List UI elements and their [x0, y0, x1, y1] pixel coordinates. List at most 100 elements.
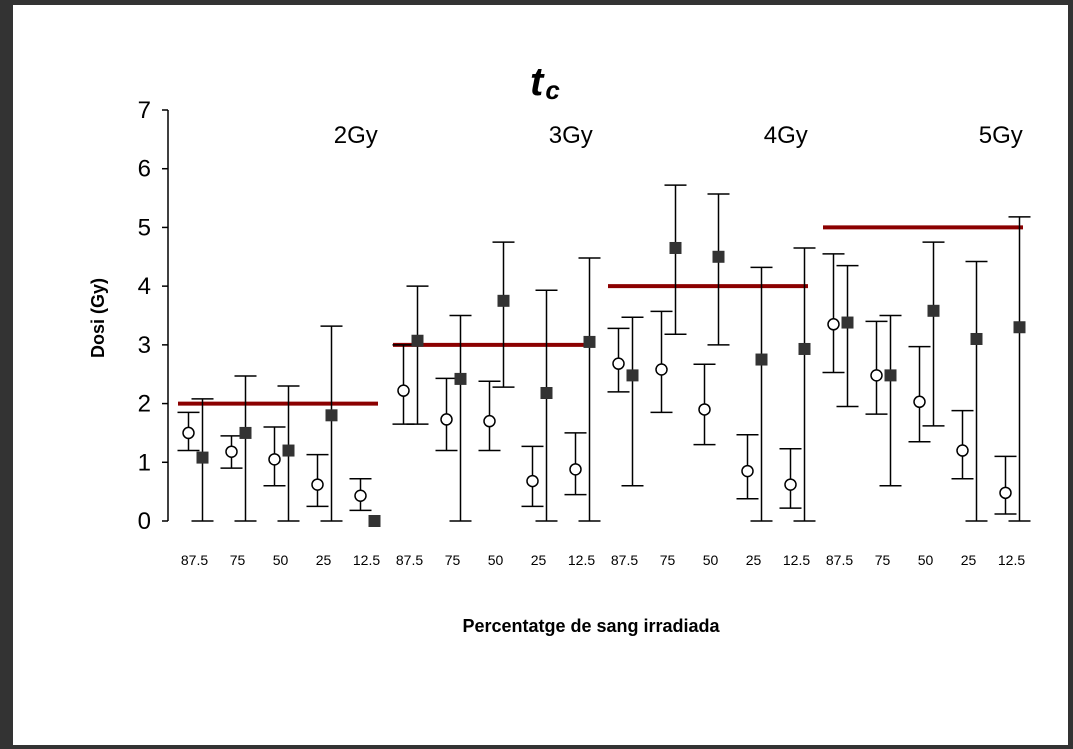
square-error-bar: [449, 314, 472, 522]
filled-square-point: [540, 387, 553, 400]
x-category-label: 87.5: [611, 552, 638, 568]
open-circle-point: [913, 395, 926, 409]
y-tick-label: 4: [138, 273, 151, 300]
group-label: 2Gy: [334, 122, 378, 149]
chart-title: tc: [530, 60, 560, 105]
x-category-label: 75: [875, 552, 891, 568]
open-circle-point: [655, 363, 668, 376]
square-error-bar: [879, 314, 902, 487]
circle-error-bar: [822, 253, 845, 374]
square-error-bar: [1008, 216, 1031, 522]
square-error-bar: [707, 193, 730, 346]
filled-square-point: [282, 444, 295, 457]
square-error-bar: [750, 266, 773, 522]
markers-layer: [182, 241, 1026, 527]
open-circle-point: [225, 445, 238, 458]
x-category-label: 12.5: [783, 552, 810, 568]
filled-square-point: [239, 426, 252, 439]
group-label: 3Gy: [549, 122, 593, 149]
y-tick-label: 2: [138, 391, 151, 418]
x-category-label: 50: [488, 552, 504, 568]
x-category-label: 12.5: [998, 552, 1025, 568]
open-circle-point: [698, 403, 711, 416]
x-axis-title: Percentatge de sang irradiada: [462, 616, 720, 636]
square-error-bar: [965, 260, 988, 522]
square-error-bar: [578, 257, 601, 522]
filled-square-point: [1013, 321, 1026, 334]
square-error-bar: [922, 241, 945, 427]
x-category-label: 25: [746, 552, 762, 568]
filled-square-point: [712, 250, 725, 263]
square-error-bar: [535, 289, 558, 522]
circle-error-bar: [865, 320, 888, 415]
x-category-label: 12.5: [568, 552, 595, 568]
group-label: 5Gy: [979, 122, 1023, 149]
open-circle-point: [741, 464, 754, 478]
square-error-bar: [621, 316, 644, 487]
filled-square-point: [970, 332, 983, 345]
x-category-label: 87.5: [181, 552, 208, 568]
x-category-label: 50: [703, 552, 719, 568]
filled-square-point: [669, 241, 682, 254]
filled-square-point: [626, 369, 639, 382]
filled-square-point: [841, 316, 854, 329]
square-error-bar: [793, 247, 816, 522]
open-circle-point: [612, 357, 625, 370]
square-error-bar: [320, 325, 343, 522]
x-category-label: 25: [961, 552, 977, 568]
open-circle-point: [526, 474, 539, 488]
reference-lines-layer: [178, 225, 1023, 406]
filled-square-point: [454, 372, 467, 385]
open-circle-point: [182, 426, 195, 440]
square-error-bar: [664, 184, 687, 336]
filled-square-point: [411, 334, 424, 347]
x-category-label: 75: [230, 552, 246, 568]
open-circle-point: [354, 489, 367, 503]
chart-title-main: t: [530, 60, 545, 104]
open-circle-point: [870, 369, 883, 382]
open-circle-point: [483, 414, 496, 428]
filled-square-point: [497, 294, 510, 307]
open-circle-point: [956, 444, 969, 457]
y-tick-label: 5: [138, 214, 151, 241]
filled-square-point: [325, 409, 338, 422]
square-error-bar: [836, 264, 859, 408]
open-circle-point: [440, 413, 453, 426]
square-error-bar: [492, 241, 515, 388]
x-category-label: 87.5: [396, 552, 423, 568]
chart-title-subscript: c: [545, 75, 560, 105]
circle-error-bar: [908, 345, 931, 443]
open-circle-point: [784, 478, 797, 491]
y-tick-label: 3: [138, 332, 151, 359]
group-labels-layer: 2Gy 3Gy 4Gy 5Gy: [334, 122, 1023, 149]
open-circle-point: [311, 478, 324, 491]
filled-square-point: [368, 515, 381, 527]
square-error-bar: [406, 285, 429, 425]
filled-square-point: [798, 342, 811, 355]
x-category-label: 75: [660, 552, 676, 568]
x-category-label: 25: [531, 552, 547, 568]
filled-square-point: [755, 353, 768, 366]
group-label: 4Gy: [764, 122, 808, 149]
y-tick-label: 1: [138, 449, 151, 476]
x-category-label: 87.5: [826, 552, 853, 568]
open-circle-point: [827, 318, 840, 331]
x-category-label: 50: [918, 552, 934, 568]
y-axis-title: Dosi (Gy): [88, 278, 108, 358]
filled-square-point: [583, 335, 596, 348]
open-circle-point: [999, 486, 1012, 500]
filled-square-point: [884, 369, 897, 382]
y-tick-label: 0: [138, 508, 151, 535]
x-category-label: 75: [445, 552, 461, 568]
open-circle-point: [397, 384, 410, 397]
x-category-label: 25: [316, 552, 332, 568]
filled-square-point: [927, 304, 940, 317]
open-circle-point: [569, 463, 582, 476]
y-tick-label: 6: [138, 156, 151, 183]
error-bars-layer: [177, 184, 1031, 522]
circle-error-bar: [650, 310, 673, 414]
y-tick-label: 7: [138, 97, 151, 124]
filled-square-point: [196, 451, 209, 464]
x-category-label: 12.5: [353, 552, 380, 568]
